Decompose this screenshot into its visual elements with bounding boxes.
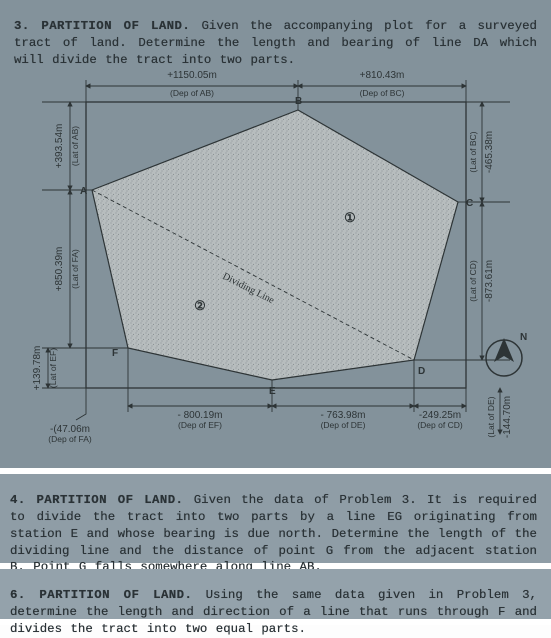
vertex-E: E [269,386,276,397]
dim-right-BC-sub: (Lat of BC) [468,131,478,172]
vertex-D: D [418,366,425,377]
problem-4-panel: 4. PARTITION OF LAND. Given the data of … [0,474,551,569]
problem-6-title: PARTITION OF LAND. [39,588,192,602]
problem-3-num: 3. [14,19,30,33]
dim-right-DE-sub: (Lat of DE) [486,396,496,437]
page-root: 3. PARTITION OF LAND. Given the accompan… [0,0,551,625]
problem-6-num: 6. [10,588,26,602]
dim-left-EF-main: +139.78m [32,346,43,391]
problem-4-text: 4. PARTITION OF LAND. Given the data of … [10,492,537,576]
dim-top-BC-main: +810.43m [360,70,405,81]
dim-top-BC-sub: (Dep of BC) [360,88,405,98]
dim-right-CD-sub: (Lat of CD) [468,260,478,302]
region-2-label: ② [194,298,206,313]
problem-3-panel: 3. PARTITION OF LAND. Given the accompan… [0,0,551,474]
dim-right-DE-main: -144.70m [502,396,513,438]
region-1-label: ① [344,210,356,225]
leader-FA [76,388,86,420]
dim-left-FA-sub: (Lat of FA) [70,249,80,289]
dim-bot-EF-sub: (Dep of EF) [178,420,222,430]
problem-4-num: 4. [10,493,26,507]
tract-polygon [92,110,458,380]
dim-left-AB-main: +393.54m [54,124,65,169]
dim-top-AB-sub: (Dep of AB) [170,88,214,98]
dim-left-FA-main: +850.39m [54,247,65,292]
compass-N: N [520,332,527,343]
dim-det-FA-sub: (Dep of FA) [48,434,92,444]
vertex-C: C [466,198,473,209]
vertex-F: F [112,348,118,359]
problem-3-title: PARTITION OF LAND. [41,19,190,33]
problem-4-title: PARTITION OF LAND. [36,493,183,507]
vertex-B: B [295,96,302,107]
compass-icon: N [486,332,527,376]
dim-bot-DE-sub: (Dep of DE) [321,420,366,430]
dim-top-AB-main: +1150.05m [167,70,217,81]
dim-right-BC-main: -465.38m [484,131,495,173]
land-partition-diagram: Dividing Line ① ② A B C D E F [0,62,551,470]
problem-6-text: 6. PARTITION OF LAND. Using the same dat… [10,587,537,637]
dim-right-CD-main: -873.61m [484,260,495,302]
dim-left-AB-sub: (Lat of AB) [70,126,80,166]
dim-left-EF-sub: (Lat of EF) [48,348,58,388]
problem-6-panel: 6. PARTITION OF LAND. Using the same dat… [0,569,551,625]
dim-bot-CD-sub: (Dep of CD) [417,420,463,430]
vertex-A: A [80,186,87,197]
